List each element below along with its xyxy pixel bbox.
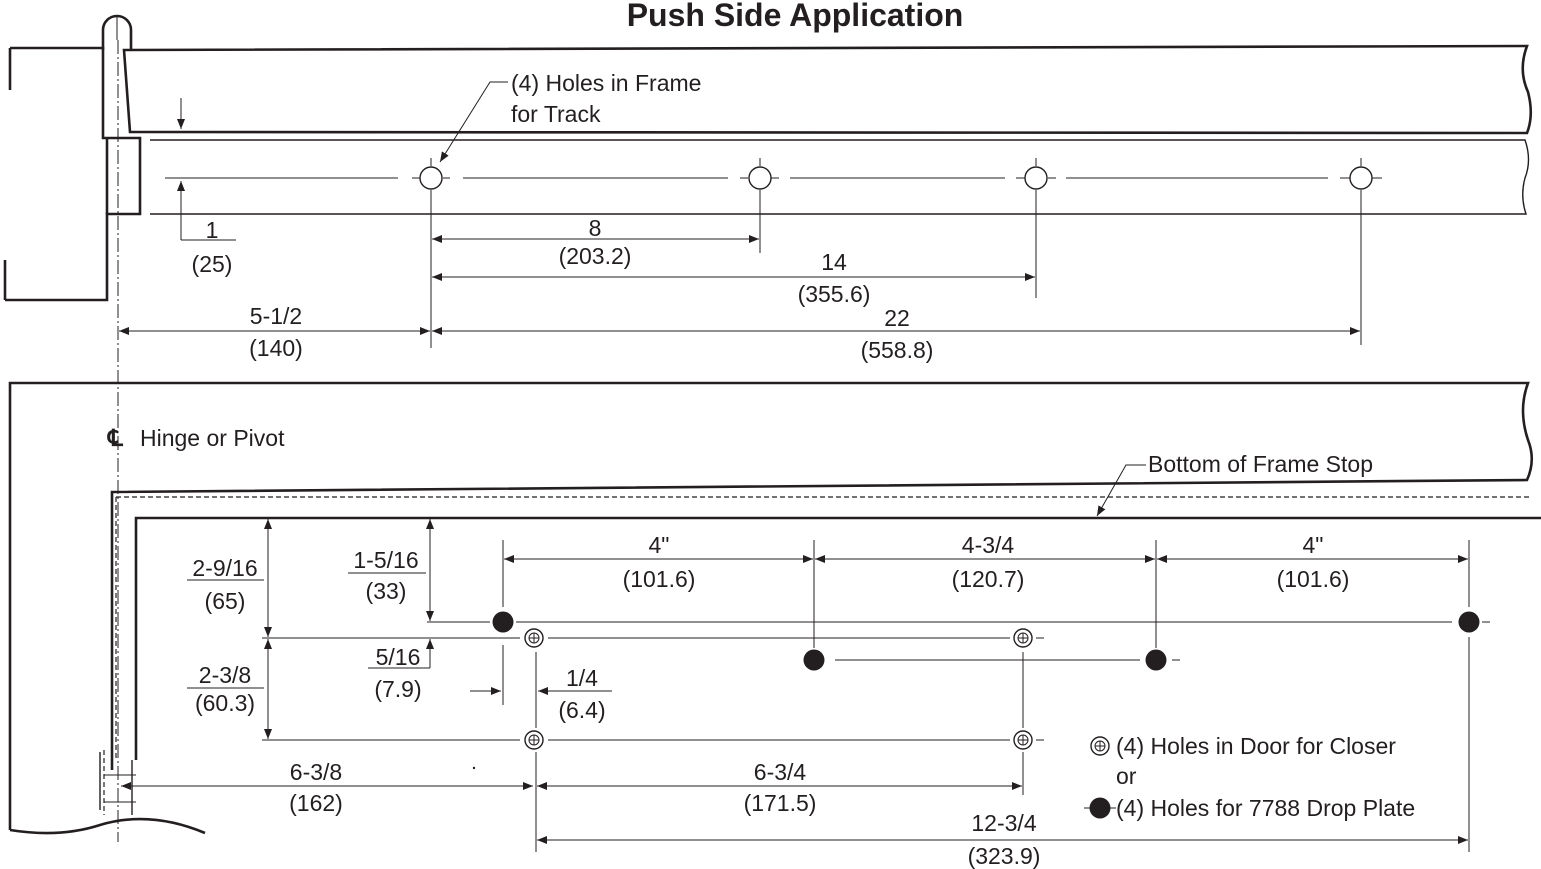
dim-1-value: 1 <box>206 217 219 243</box>
dim-6-3-8-mm: (162) <box>289 790 343 816</box>
dim-5-1-2-mm: (140) <box>249 335 303 361</box>
frame-stop-leader: Bottom of Frame Stop <box>1096 451 1373 517</box>
hinge-or-pivot-text: Hinge or Pivot <box>140 425 285 451</box>
stray-dot <box>472 766 476 770</box>
frame-hole-3 <box>1024 166 1048 190</box>
diagram-title: Push Side Application <box>627 0 964 33</box>
drop-plate-legend-icon <box>1084 797 1116 819</box>
closer-hole-4 <box>1013 730 1033 750</box>
dim-6-3-8: 6-3/8 (162) <box>121 759 533 816</box>
frame-hole-1 <box>419 166 443 190</box>
dim-22-mm: (558.8) <box>861 337 934 363</box>
door-centerlines <box>262 621 1490 741</box>
frame-extension-lines <box>430 190 1362 348</box>
door-extension-lines <box>502 540 1470 852</box>
drop-plate-hole-1 <box>492 611 514 633</box>
frame-holes-label-line1: (4) Holes in Frame <box>511 70 701 96</box>
frame-header <box>122 44 1533 215</box>
dim-6-3-4-mm: (171.5) <box>744 790 817 816</box>
dim-5-16-mm: (7.9) <box>374 676 421 702</box>
dim-5-16-value: 5/16 <box>376 644 421 670</box>
dim-6-3-8-value: 6-3/8 <box>290 759 342 785</box>
frame-hole-4 <box>1349 166 1373 190</box>
door-outline <box>8 381 1541 835</box>
legend: (4) Holes in Door for Closer or (4) Hole… <box>1084 733 1415 821</box>
dim-1-5-16-value: 1-5/16 <box>353 547 418 573</box>
dim-2-9-16-value: 2-9/16 <box>192 555 257 581</box>
dim-2-9-16-mm: (65) <box>205 588 246 614</box>
frame-hole-2 <box>748 166 772 190</box>
drop-plate-hole-4 <box>1145 649 1167 671</box>
dim-4-inch-right: 4" (101.6) <box>1157 532 1468 592</box>
frame-holes <box>419 158 1373 190</box>
hinge-frame-outline <box>3 14 142 302</box>
dim-8-inch: 8 (203.2) <box>432 215 759 269</box>
dim-6-3-4-value: 6-3/4 <box>754 759 807 785</box>
dim-1-5-16: 1-5/16 (33) <box>348 519 434 621</box>
closer-hole-2 <box>1013 628 1033 648</box>
cl-symbol: ℄ <box>107 425 124 451</box>
dim-4a-value: 4" <box>649 532 670 558</box>
dim-4b-value: 4" <box>1303 532 1324 558</box>
legend-or-text: or <box>1116 763 1137 789</box>
dim-1-5-16-mm: (33) <box>366 578 407 604</box>
dim-2-3-8-mm: (60.3) <box>195 690 255 716</box>
closer-hole-1 <box>524 628 544 648</box>
dim-4b-mm: (101.6) <box>1277 566 1350 592</box>
frame-stop-label: Bottom of Frame Stop <box>1148 451 1373 477</box>
dim-6-3-4: 6-3/4 (171.5) <box>537 759 1022 816</box>
hinge-pivot-label: ℄ Hinge or Pivot <box>107 425 285 451</box>
drop-plate-hole-3 <box>803 649 825 671</box>
dim-22-inch: 22 (558.8) <box>432 305 1360 363</box>
dim-4-inch-left: 4" (101.6) <box>504 532 813 592</box>
dim-1-4-value: 1/4 <box>566 665 598 691</box>
legend-closer-text: (4) Holes in Door for Closer <box>1116 733 1396 759</box>
dim-4-3-4-mm: (120.7) <box>952 566 1025 592</box>
drop-plate-holes <box>492 611 1480 671</box>
closer-holes <box>524 628 1033 750</box>
dim-4-3-4-value: 4-3/4 <box>962 532 1015 558</box>
dim-1-4: 1/4 (6.4) <box>470 665 612 723</box>
dim-8-mm: (203.2) <box>559 243 632 269</box>
dim-22-value: 22 <box>884 305 910 331</box>
dim-4a-mm: (101.6) <box>623 566 696 592</box>
dim-2-9-16: 2-9/16 (65) <box>187 519 272 637</box>
dim-5-1-2-inch: 5-1/2 (140) <box>119 303 430 361</box>
dim-4-3-4: 4-3/4 (120.7) <box>815 532 1155 592</box>
dim-12-3-4-value: 12-3/4 <box>971 810 1036 836</box>
dim-1-4-mm: (6.4) <box>558 697 605 723</box>
closer-hole-legend-icon <box>1090 736 1110 756</box>
dim-14-mm: (355.6) <box>798 281 871 307</box>
frame-holes-label-line2: for Track <box>511 101 601 127</box>
drop-plate-hole-2 <box>1458 611 1480 633</box>
dim-2-3-8: 2-3/8 (60.3) <box>187 639 272 739</box>
dim-12-3-4: 12-3/4 (323.9) <box>537 810 1468 869</box>
dim-8-value: 8 <box>589 215 602 241</box>
dim-5-1-2-value: 5-1/2 <box>250 303 302 329</box>
dim-5-16: 5/16 (7.9) <box>368 639 434 702</box>
dim-2-3-8-value: 2-3/8 <box>199 662 251 688</box>
dim-1-mm: (25) <box>192 251 233 277</box>
frame-holes-leader: (4) Holes in Frame for Track <box>439 70 701 163</box>
closer-hole-3 <box>524 730 544 750</box>
dim-14-value: 14 <box>821 249 847 275</box>
dim-12-3-4-mm: (323.9) <box>968 843 1041 869</box>
dim-1-inch: 1 (25) <box>177 98 236 277</box>
dim-14-inch: 14 (355.6) <box>432 249 1035 307</box>
legend-drop-plate-text: (4) Holes for 7788 Drop Plate <box>1116 795 1415 821</box>
